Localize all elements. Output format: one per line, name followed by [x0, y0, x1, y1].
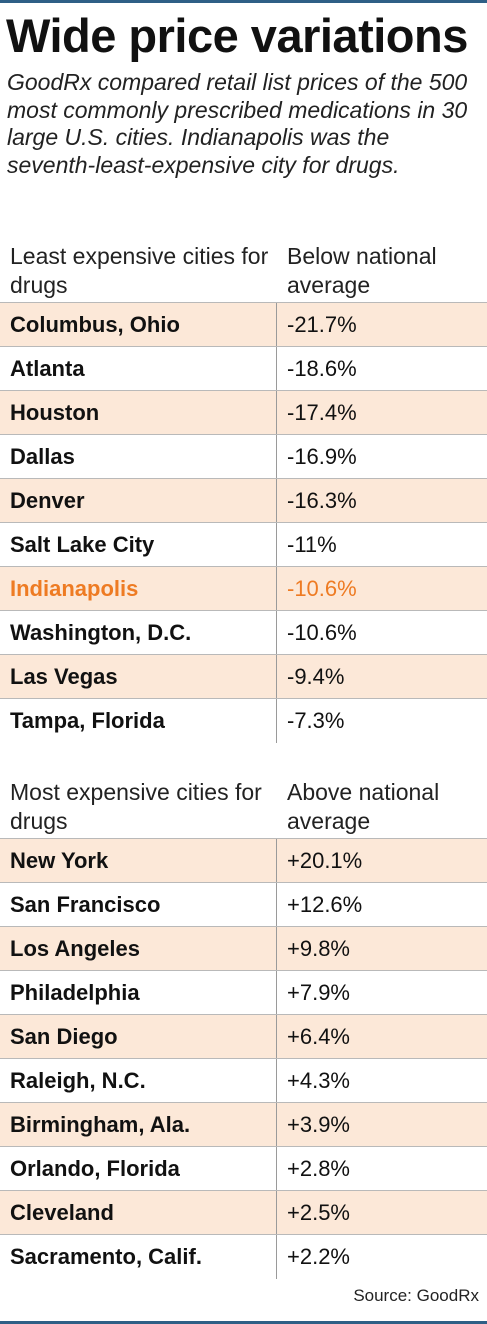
table-row: New York +20.1% [0, 838, 487, 883]
column-divider [276, 1147, 277, 1191]
city-name: Sacramento, Calif. [10, 1244, 202, 1269]
column-divider [276, 611, 277, 655]
city-name: Atlanta [10, 356, 85, 381]
city-name: Orlando, Florida [10, 1156, 180, 1181]
column-header-value: Below national average [287, 243, 437, 298]
column-header-city: Most expensive cities for drugs [10, 779, 262, 834]
table-row: Las Vegas -9.4% [0, 654, 487, 699]
table-header: Most expensive cities for drugs Above na… [0, 772, 487, 838]
column-divider [276, 655, 277, 699]
table-row: Cleveland +2.5% [0, 1190, 487, 1235]
city-name: Los Angeles [10, 936, 140, 961]
table-row: Atlanta -18.6% [0, 346, 487, 391]
source-note: Source: GoodRx [353, 1286, 479, 1305]
top-rule [0, 0, 487, 3]
column-divider [276, 1191, 277, 1235]
city-name: Columbus, Ohio [10, 312, 180, 337]
column-divider [276, 479, 277, 523]
percent-value: -16.9% [287, 444, 357, 469]
column-divider [276, 927, 277, 971]
city-name: Birmingham, Ala. [10, 1112, 191, 1137]
percent-value: -18.6% [287, 356, 357, 381]
column-divider [276, 567, 277, 611]
city-name: Philadelphia [10, 980, 140, 1005]
city-name: Indianapolis [10, 576, 139, 601]
column-header-city: Least expensive cities for drugs [10, 243, 269, 298]
percent-value: +6.4% [287, 1024, 350, 1049]
table-row: Columbus, Ohio -21.7% [0, 302, 487, 347]
percent-value: +20.1% [287, 848, 363, 873]
percent-value: +2.2% [287, 1244, 350, 1269]
column-divider [276, 839, 277, 883]
column-divider [276, 435, 277, 479]
percent-value: -21.7% [287, 312, 357, 337]
chart-title: Wide price variations [6, 9, 468, 62]
percent-value: +2.5% [287, 1200, 350, 1225]
column-divider [276, 303, 277, 347]
city-name: Washington, D.C. [10, 620, 192, 645]
city-name: San Diego [10, 1024, 118, 1049]
percent-value: -10.6% [287, 620, 357, 645]
column-divider [276, 971, 277, 1015]
percent-value: -16.3% [287, 488, 357, 513]
percent-value: -10.6% [287, 576, 357, 601]
column-divider [276, 1235, 277, 1279]
city-name: Salt Lake City [10, 532, 155, 557]
column-divider [276, 1015, 277, 1059]
city-name: Denver [10, 488, 85, 513]
city-name: Dallas [10, 444, 75, 469]
city-name: San Francisco [10, 892, 161, 917]
table-row: Indianapolis -10.6% [0, 566, 487, 611]
table-row: Los Angeles +9.8% [0, 926, 487, 971]
city-name: Las Vegas [10, 664, 118, 689]
chart-subtitle: GoodRx compared retail list prices of th… [7, 69, 468, 178]
table-row: Houston -17.4% [0, 390, 487, 435]
percent-value: +3.9% [287, 1112, 350, 1137]
city-name: Houston [10, 400, 100, 425]
percent-value: +7.9% [287, 980, 350, 1005]
percent-value: -17.4% [287, 400, 357, 425]
table-row: Denver -16.3% [0, 478, 487, 523]
least-expensive-table: Least expensive cities for drugs Below n… [0, 236, 487, 743]
percent-value: +2.8% [287, 1156, 350, 1181]
table-row: Salt Lake City -11% [0, 522, 487, 567]
table-row: Raleigh, N.C. +4.3% [0, 1058, 487, 1103]
city-name: Cleveland [10, 1200, 114, 1225]
percent-value: +9.8% [287, 936, 350, 961]
table-row: Dallas -16.9% [0, 434, 487, 479]
column-divider [276, 391, 277, 435]
table-row: Tampa, Florida -7.3% [0, 698, 487, 743]
column-divider [276, 883, 277, 927]
table-row: Philadelphia +7.9% [0, 970, 487, 1015]
table-body: Columbus, Ohio -21.7% Atlanta -18.6% Houston… [0, 302, 487, 743]
table-row: San Francisco +12.6% [0, 882, 487, 927]
city-name: Raleigh, N.C. [10, 1068, 146, 1093]
table-header: Least expensive cities for drugs Below n… [0, 236, 487, 302]
column-divider [276, 699, 277, 743]
column-divider [276, 523, 277, 567]
table-row: Orlando, Florida +2.8% [0, 1146, 487, 1191]
table-row: Washington, D.C. -10.6% [0, 610, 487, 655]
column-divider [276, 347, 277, 391]
column-divider [276, 1059, 277, 1103]
percent-value: +4.3% [287, 1068, 350, 1093]
column-header-value: Above national average [287, 779, 440, 834]
percent-value: -7.3% [287, 708, 345, 733]
most-expensive-table: Most expensive cities for drugs Above na… [0, 772, 487, 1279]
percent-value: -9.4% [287, 664, 345, 689]
percent-value: -11% [287, 532, 337, 557]
city-name: Tampa, Florida [10, 708, 165, 733]
table-body: New York +20.1% San Francisco +12.6% Los Ang… [0, 838, 487, 1279]
table-row: Sacramento, Calif. +2.2% [0, 1234, 487, 1279]
column-divider [276, 1103, 277, 1147]
bottom-rule [0, 1321, 487, 1324]
city-name: New York [10, 848, 109, 873]
table-row: Birmingham, Ala. +3.9% [0, 1102, 487, 1147]
percent-value: +12.6% [287, 892, 363, 917]
table-row: San Diego +6.4% [0, 1014, 487, 1059]
